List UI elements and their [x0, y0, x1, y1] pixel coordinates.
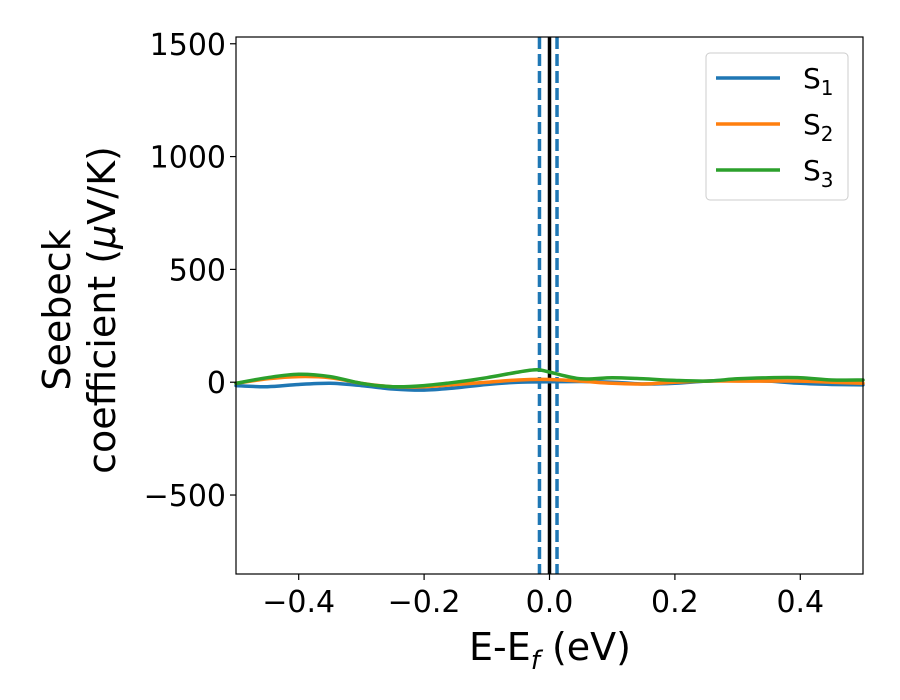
y-axis-label: Seebeck coefficient (μV/K) — [35, 146, 124, 474]
y-tick-label: 0 — [207, 366, 226, 401]
x-tick-label: 0.0 — [526, 585, 574, 620]
y-tick-label: 1500 — [150, 28, 226, 63]
legend-label-s1: S1 — [803, 62, 834, 100]
data-series — [234, 368, 865, 392]
y-axis-label-line1: Seebeck — [35, 229, 79, 390]
legend-label-s2: S2 — [803, 108, 834, 146]
x-axis-ticks: −0.4 −0.2 0.0 0.2 0.4 — [262, 574, 824, 620]
reference-lines — [537, 37, 559, 574]
y-tick-label: 500 — [169, 253, 226, 288]
legend-box — [705, 52, 849, 201]
series-line-s3 — [234, 368, 865, 389]
x-axis-label-tail: (eV) — [540, 625, 631, 669]
x-axis-label: E-Ef (eV) — [469, 625, 631, 676]
y-axis-ticks: −500 0 500 1000 1500 — [144, 28, 236, 514]
y-tick-label: 1000 — [150, 141, 226, 176]
x-tick-label: 0.4 — [776, 585, 824, 620]
x-tick-label: 0.2 — [651, 585, 699, 620]
x-tick-label: −0.2 — [388, 585, 461, 620]
legend: S1 S2 S3 — [705, 52, 849, 201]
y-axis-label-line2: coefficient (μV/K) — [80, 146, 124, 474]
legend-label-s3: S3 — [803, 154, 834, 192]
x-tick-label: −0.4 — [262, 585, 335, 620]
x-axis-label-main: E-E — [469, 625, 531, 669]
y-tick-label: −500 — [144, 479, 226, 514]
